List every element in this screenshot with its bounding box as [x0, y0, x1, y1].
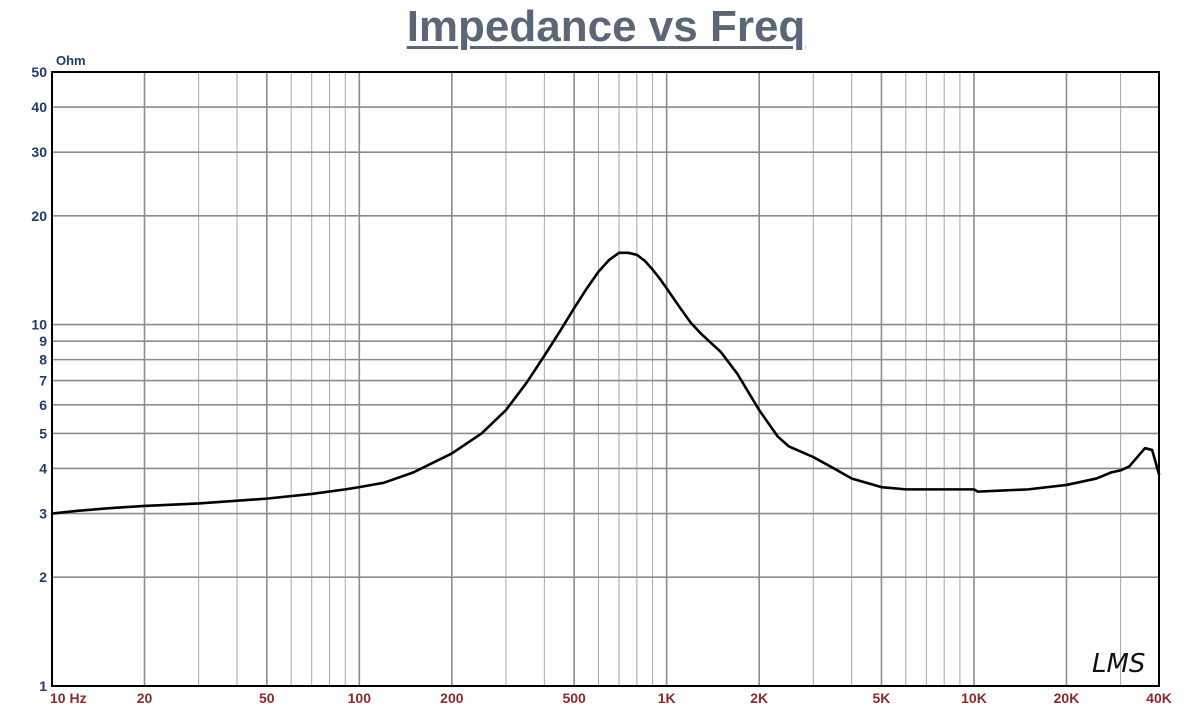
x-tick-label: 20K	[1054, 690, 1080, 706]
impedance-curve	[50, 251, 1161, 515]
y-tick-label: 4	[39, 460, 47, 476]
lms-logo: LMS	[1092, 649, 1145, 679]
y-tick-label: 40	[31, 99, 47, 115]
y-tick-label: 20	[31, 208, 47, 224]
y-tick-label: 7	[39, 373, 47, 389]
y-axis-tick-labels: 50 40 30 20 109 8 7 6 5 4 3 2 1	[31, 64, 47, 694]
x-tick-label: 40K	[1146, 690, 1172, 706]
x-axis-tick-labels: 10 Hz 20 50 100 200 500 1K 2K 5K 10K 20K 40K	[50, 690, 1172, 706]
x-tick-label: 10K	[961, 690, 987, 706]
x-tick-label: 50	[259, 690, 275, 706]
x-tick-label: 5K	[873, 690, 891, 706]
plot-frame	[51, 71, 1160, 687]
y-tick-label: 8	[39, 352, 47, 368]
x-tick-label: 1K	[658, 690, 676, 706]
x-tick-label: 100	[348, 690, 372, 706]
y-tick-label: 9	[39, 333, 47, 349]
y-tick-label: 1	[39, 678, 47, 694]
x-tick-label: 20	[137, 690, 153, 706]
x-tick-label: 10 Hz	[50, 690, 87, 706]
y-tick-label: 2	[39, 569, 47, 585]
chart-title: Impedance vs Freq	[406, 2, 806, 51]
y-tick-label: 10	[31, 317, 47, 333]
y-tick-label: 6	[39, 397, 47, 413]
y-tick-label: 30	[31, 144, 47, 160]
y-tick-label: 3	[39, 506, 47, 522]
x-tick-label: 2K	[750, 690, 768, 706]
x-tick-label: 200	[440, 690, 464, 706]
y-tick-label: 50	[31, 64, 47, 80]
y-tick-label: 5	[39, 425, 47, 441]
x-tick-label: 500	[562, 690, 586, 706]
y-axis-unit-label: Ohm	[56, 53, 86, 68]
grid	[51, 71, 1160, 687]
